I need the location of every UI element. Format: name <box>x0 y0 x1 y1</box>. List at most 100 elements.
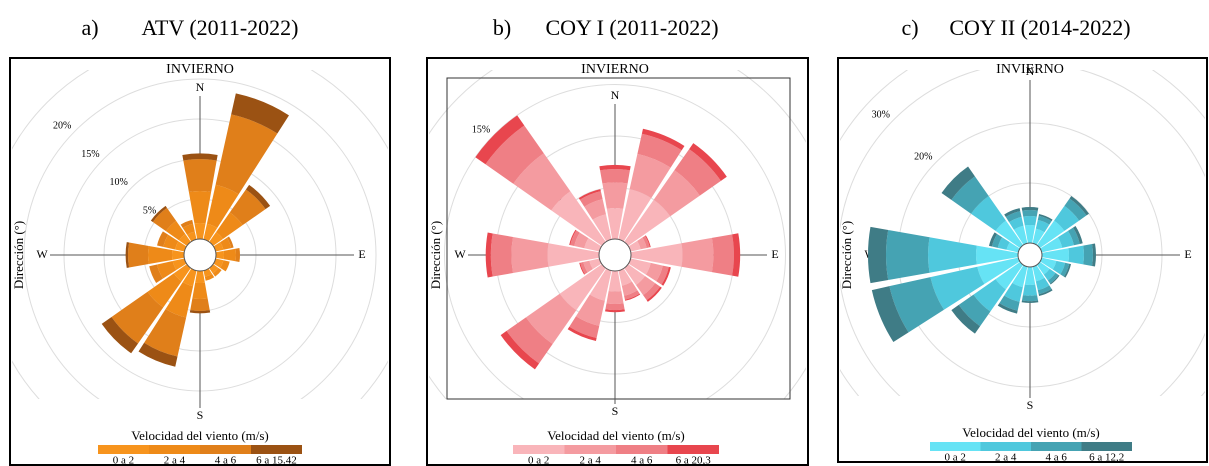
legend-label: 2 a 4 <box>995 452 1017 464</box>
petal-segment <box>608 270 622 292</box>
petal-segment <box>1021 207 1039 211</box>
r-tick-label: 20% <box>53 121 71 132</box>
legend-label: 0 a 2 <box>945 452 966 464</box>
petal-segment <box>173 264 191 282</box>
petal-segment <box>513 153 571 211</box>
petal-segment <box>157 231 169 247</box>
petal-segment <box>231 93 289 134</box>
petal-segment <box>629 153 671 199</box>
petal-segment <box>175 241 187 252</box>
petal-segment <box>930 266 985 310</box>
r-tick-label: 10% <box>110 177 128 188</box>
r-tick-label: 5% <box>143 205 156 216</box>
petal-segment <box>997 237 1010 250</box>
petal-segment <box>1040 237 1063 253</box>
petal-segment <box>1037 215 1052 225</box>
petal-segment <box>172 250 185 260</box>
r-tick-label: 15% <box>81 149 99 160</box>
petal-segment <box>189 310 211 314</box>
petal-segment <box>600 168 630 184</box>
petal-segment <box>1038 213 1053 222</box>
petal-segment <box>681 237 714 273</box>
petal-segment <box>570 230 580 246</box>
y-axis-label: Dirección (°) <box>428 221 443 289</box>
panel-frame <box>837 57 1208 463</box>
petal-segment <box>216 212 243 239</box>
y-axis-label: Dirección (°) <box>11 221 26 289</box>
legend-label: 2 a 4 <box>164 455 186 466</box>
petal-segment <box>165 220 186 241</box>
petal-segment <box>689 143 727 181</box>
petal-segment <box>599 164 631 171</box>
petal-segment <box>642 235 650 248</box>
legend-title: Velocidad del viento (m/s) <box>547 428 685 443</box>
legend-swatch <box>930 442 981 451</box>
petal-segment <box>1024 225 1036 244</box>
petal-segment <box>111 291 164 344</box>
petal-segment <box>1024 266 1036 285</box>
petal-segment <box>1004 282 1023 302</box>
petal-segment <box>1092 243 1096 267</box>
petal-segment <box>1035 277 1050 291</box>
petal-segment <box>580 262 588 275</box>
petal-segment <box>1032 228 1045 245</box>
petal-segment <box>637 237 647 250</box>
petal-segment <box>997 303 1018 314</box>
petal-segment <box>204 273 215 281</box>
petal-segment <box>229 189 266 226</box>
petal-segment <box>1067 227 1080 246</box>
petal-segment <box>1060 262 1070 277</box>
petal-segment <box>182 153 218 161</box>
petal-segment <box>995 261 1024 290</box>
petal-segment <box>172 258 187 271</box>
petal-segment <box>646 286 662 302</box>
petal-segment <box>138 342 178 367</box>
petal-segment <box>1005 211 1022 223</box>
petal-segment <box>206 184 239 229</box>
petal-segment <box>165 281 194 318</box>
petal-segment <box>674 149 721 196</box>
petal-segment <box>235 248 240 262</box>
subtitle: INVIERNO <box>996 62 1064 77</box>
petal-segment <box>194 223 206 240</box>
petal-segment <box>569 316 600 338</box>
r-tick-label: 20% <box>914 152 932 163</box>
r-tick-label: 30% <box>872 109 890 120</box>
petal-segment <box>1043 268 1056 281</box>
petal-segment <box>147 245 173 265</box>
petal-segment <box>1035 219 1050 233</box>
petal-segment <box>1063 263 1072 278</box>
petal-segment <box>1021 300 1039 303</box>
panel-title: COY II (2014-2022) <box>949 15 1130 40</box>
petal-segment <box>579 191 603 207</box>
petal-segment <box>215 114 278 195</box>
petal-segment <box>618 268 632 286</box>
petal-segment <box>1004 208 1021 218</box>
petal-segment <box>1068 245 1084 265</box>
petal-segment <box>618 189 652 242</box>
legend-label: 2 a 4 <box>580 455 602 466</box>
compass-label: S <box>612 404 619 418</box>
petal-segment <box>188 191 212 224</box>
petal-segment <box>500 330 540 370</box>
petal-segment <box>144 308 187 357</box>
legend-label: 6 a 15.42 <box>256 455 297 466</box>
petal-segment <box>1047 272 1059 284</box>
legend-label: 4 a 6 <box>215 455 237 466</box>
petal-segment <box>220 260 230 272</box>
petal-segment <box>506 317 553 364</box>
r-tick-label: 15% <box>472 124 490 135</box>
petal-segment <box>589 268 612 301</box>
petal-segment <box>559 264 606 311</box>
petal-segment <box>871 286 909 343</box>
petal-segment <box>1054 205 1080 231</box>
petal-segment <box>182 223 195 235</box>
panel-label: b) <box>493 15 511 40</box>
petal-segment <box>643 283 661 301</box>
petal-segment <box>606 291 624 304</box>
petal-segment <box>995 220 1024 249</box>
subtitle: INVIERNO <box>166 62 234 77</box>
petal-segment <box>644 235 651 248</box>
petal-segment <box>630 243 683 267</box>
